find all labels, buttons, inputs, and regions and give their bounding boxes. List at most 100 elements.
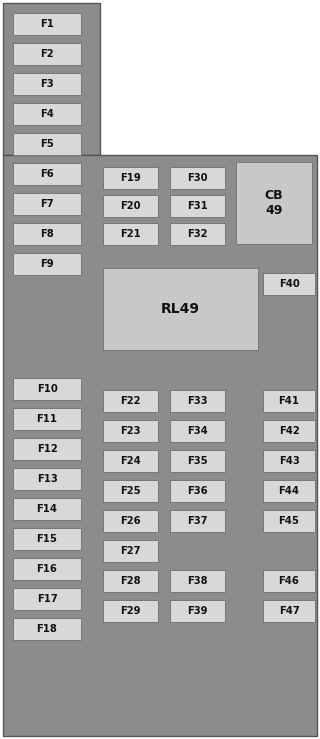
Bar: [13, 223, 81, 245]
Text: F18: F18: [36, 624, 57, 634]
Bar: [13, 408, 81, 430]
Bar: [170, 420, 225, 442]
Text: F7: F7: [40, 199, 54, 209]
Bar: [103, 223, 158, 245]
Bar: [263, 420, 315, 442]
Bar: [263, 600, 315, 622]
Bar: [170, 450, 225, 472]
Bar: [103, 480, 158, 502]
Text: F31: F31: [187, 201, 208, 211]
Text: F4: F4: [40, 109, 54, 119]
Text: F1: F1: [40, 19, 54, 29]
Bar: [13, 378, 81, 400]
Text: F35: F35: [187, 456, 208, 466]
Text: F32: F32: [187, 229, 208, 239]
Text: F29: F29: [120, 606, 141, 616]
Text: F43: F43: [279, 456, 300, 466]
Bar: [13, 133, 81, 155]
Text: F5: F5: [40, 139, 54, 149]
Bar: [13, 438, 81, 460]
Text: RL49: RL49: [161, 302, 200, 316]
Bar: [13, 103, 81, 125]
Text: F2: F2: [40, 49, 54, 59]
Text: F38: F38: [187, 576, 208, 586]
Text: F11: F11: [36, 414, 58, 424]
Bar: [263, 450, 315, 472]
Text: F34: F34: [187, 426, 208, 436]
Bar: [103, 450, 158, 472]
Bar: [170, 195, 225, 217]
Bar: [170, 223, 225, 245]
Bar: [236, 162, 312, 244]
Text: F40: F40: [279, 279, 300, 289]
Bar: [13, 468, 81, 490]
Text: F20: F20: [120, 201, 141, 211]
Text: F16: F16: [36, 564, 57, 574]
Text: F45: F45: [279, 516, 300, 526]
Bar: [263, 570, 315, 592]
Text: F41: F41: [278, 396, 300, 406]
Bar: [103, 390, 158, 412]
Text: F24: F24: [120, 456, 141, 466]
Bar: [13, 73, 81, 95]
Bar: [103, 167, 158, 189]
Bar: [103, 195, 158, 217]
Text: CB
49: CB 49: [265, 189, 283, 217]
Text: F25: F25: [120, 486, 141, 496]
Bar: [263, 510, 315, 532]
Text: F46: F46: [279, 576, 300, 586]
Bar: [103, 268, 258, 350]
Bar: [170, 480, 225, 502]
Bar: [13, 253, 81, 275]
Bar: [13, 528, 81, 550]
Bar: [13, 163, 81, 185]
Bar: [13, 558, 81, 580]
Text: F33: F33: [187, 396, 208, 406]
Bar: [170, 570, 225, 592]
Bar: [13, 618, 81, 640]
Text: F27: F27: [120, 546, 141, 556]
Bar: [170, 600, 225, 622]
Text: F6: F6: [40, 169, 54, 179]
Text: F9: F9: [40, 259, 54, 269]
Bar: [3, 3, 100, 155]
Text: F17: F17: [36, 594, 57, 604]
Bar: [103, 540, 158, 562]
Bar: [13, 193, 81, 215]
Text: F13: F13: [36, 474, 57, 484]
Bar: [170, 390, 225, 412]
Text: F15: F15: [36, 534, 57, 544]
Text: F37: F37: [187, 516, 208, 526]
Text: F14: F14: [36, 504, 58, 514]
Text: F42: F42: [279, 426, 300, 436]
Text: F19: F19: [120, 173, 141, 183]
Bar: [13, 43, 81, 65]
Bar: [263, 480, 315, 502]
Bar: [13, 588, 81, 610]
Text: F3: F3: [40, 79, 54, 89]
Bar: [13, 13, 81, 35]
Text: F12: F12: [36, 444, 57, 454]
Text: F26: F26: [120, 516, 141, 526]
Text: F10: F10: [36, 384, 57, 394]
Bar: [13, 498, 81, 520]
Bar: [3, 155, 317, 736]
Bar: [103, 510, 158, 532]
Text: F22: F22: [120, 396, 141, 406]
Text: F36: F36: [187, 486, 208, 496]
Bar: [103, 570, 158, 592]
Bar: [263, 273, 315, 295]
Text: F47: F47: [279, 606, 300, 616]
Bar: [170, 510, 225, 532]
Text: F8: F8: [40, 229, 54, 239]
Bar: [263, 390, 315, 412]
Text: F44: F44: [278, 486, 300, 496]
Bar: [103, 420, 158, 442]
Text: F39: F39: [187, 606, 208, 616]
Text: F30: F30: [187, 173, 208, 183]
Text: F21: F21: [120, 229, 141, 239]
Text: F28: F28: [120, 576, 141, 586]
Bar: [103, 600, 158, 622]
Bar: [170, 167, 225, 189]
Text: F23: F23: [120, 426, 141, 436]
